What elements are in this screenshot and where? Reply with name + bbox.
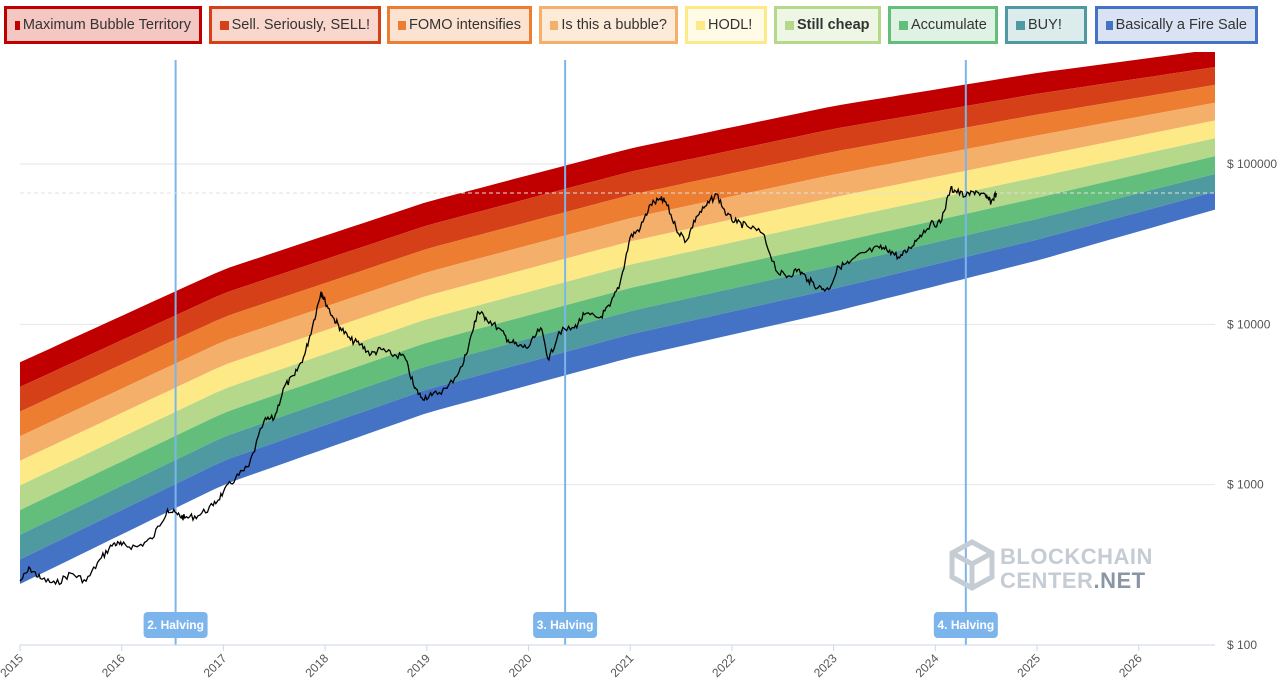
legend-swatch [1106, 20, 1113, 30]
band-9 [20, 191, 1215, 585]
y-tick-label: $ 10000 [1227, 317, 1271, 331]
blockchaincenter-logo: BLOCKCHAIN CENTER.NET [949, 539, 1153, 593]
halving-label: 4. Halving [937, 618, 994, 632]
legend-item-7[interactable]: Accumulate [888, 6, 998, 44]
x-tick-label: 2019 [404, 651, 433, 680]
legend-swatch [696, 20, 705, 30]
halving-label: 2. Halving [147, 618, 204, 632]
watermark-line1: BLOCKCHAIN [1000, 544, 1153, 569]
band-4 [20, 102, 1215, 461]
legend-label: HODL! [708, 17, 753, 33]
legend-label: Is this a bubble? [561, 17, 667, 33]
legend-item-4[interactable]: Is this a bubble? [539, 6, 678, 44]
legend-item-1[interactable]: Maximum Bubble Territory [4, 6, 202, 44]
x-axis-ticks: 2015 2016 2017 2018 2019 2020 2021 2022 2023 2024… [0, 645, 1145, 680]
legend-label: Accumulate [911, 17, 987, 33]
x-tick-label: 2015 [0, 651, 26, 680]
legend-label: Maximum Bubble Territory [22, 17, 191, 33]
y-tick-label: $ 100000 [1227, 157, 1277, 171]
x-tick-label: 2018 [302, 651, 331, 680]
x-tick-label: 2016 [99, 651, 128, 680]
watermark-line2: CENTER.NET [1000, 568, 1146, 593]
halving-label: 3. Halving [537, 618, 594, 632]
legend-item-6[interactable]: Still cheap [774, 6, 881, 44]
legend-item-5[interactable]: HODL! [685, 6, 767, 44]
legend-item-3[interactable]: FOMO intensifies [387, 6, 532, 44]
legend-swatch [220, 20, 229, 30]
x-tick-label: 2020 [506, 651, 535, 680]
x-tick-label: 2021 [608, 651, 637, 680]
legend-label: FOMO intensifies [409, 17, 521, 33]
x-tick-label: 2026 [1116, 651, 1145, 680]
legend-item-8[interactable]: BUY! [1005, 6, 1087, 44]
y-tick-label: $ 1000 [1227, 478, 1264, 492]
halving-badge [143, 612, 208, 638]
x-tick-label: 2024 [913, 651, 942, 680]
band-8 [20, 174, 1215, 560]
cube-icon [949, 539, 995, 591]
legend-swatch [899, 20, 908, 30]
y-axis-ticks: $ 100 $ 1000 $ 10000 $ 100000 [1227, 157, 1277, 652]
x-tick-label: 2022 [709, 651, 738, 680]
band-5 [20, 120, 1215, 486]
band-7 [20, 156, 1215, 535]
halving-badge [533, 612, 598, 638]
band-6 [20, 138, 1215, 511]
rainbow-bands [20, 52, 1215, 585]
legend-label: Basically a Fire Sale [1115, 17, 1247, 33]
legend-label: BUY! [1028, 17, 1062, 33]
halving-badge [933, 612, 998, 638]
legend-item-2[interactable]: Sell. Seriously, SELL! [209, 6, 381, 44]
legend-swatch [785, 20, 794, 30]
halving-labels: 2. Halving 3. Halving 4. Halving [143, 612, 998, 638]
legend-item-9[interactable]: Basically a Fire Sale [1095, 6, 1258, 44]
legend-label: Sell. Seriously, SELL! [231, 17, 370, 33]
y-tick-label: $ 100 [1227, 638, 1257, 652]
band-2 [20, 67, 1215, 412]
rainbow-chart: $ 100$ 1000$ 10000$ 100000 2015 2016 2017 2… [0, 52, 1277, 680]
legend-swatch [15, 20, 20, 30]
band-3 [20, 84, 1215, 437]
legend-swatch [1016, 20, 1025, 30]
x-tick-label: 2023 [811, 651, 840, 680]
x-tick-label: 2017 [201, 651, 230, 680]
legend: Maximum Bubble Territory Sell. Seriously,… [0, 0, 1281, 52]
price-line [19, 185, 997, 586]
x-tick-label: 2025 [1014, 651, 1043, 680]
legend-swatch [398, 20, 406, 30]
legend-swatch [550, 20, 559, 30]
legend-label: Still cheap [797, 17, 870, 33]
